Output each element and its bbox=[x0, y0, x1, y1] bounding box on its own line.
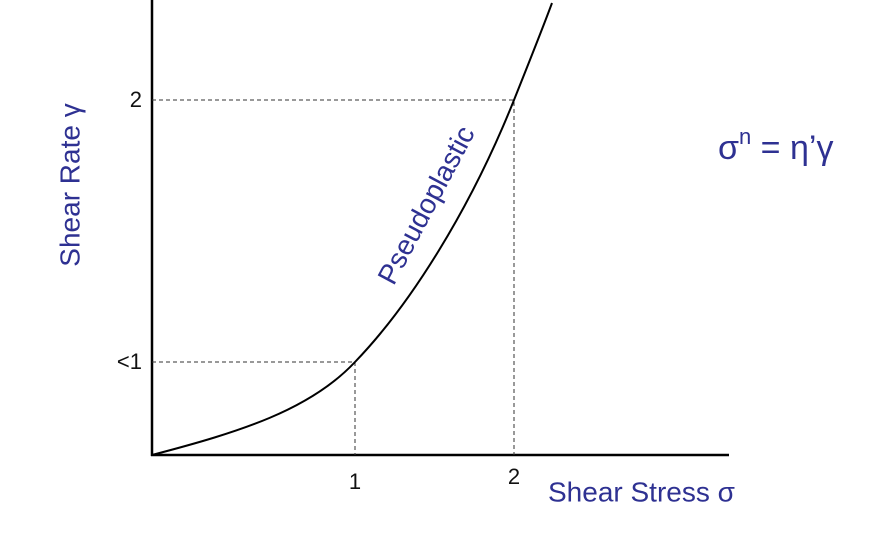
x-tick-label: 1 bbox=[349, 469, 361, 494]
equation-base: σ bbox=[718, 129, 739, 167]
y-axis-label: Shear Rate γ bbox=[54, 103, 85, 266]
y-tick-label: <1 bbox=[117, 349, 142, 374]
equation: σn = η’γ bbox=[718, 124, 833, 167]
x-tick-label: 2 bbox=[508, 464, 520, 489]
y-tick-label: 2 bbox=[130, 87, 142, 112]
equation-exponent: n bbox=[739, 124, 751, 149]
equation-rest: = η’γ bbox=[751, 129, 833, 167]
curve bbox=[151, 2, 553, 456]
x-axis-label: Shear Stress σ bbox=[548, 476, 735, 507]
